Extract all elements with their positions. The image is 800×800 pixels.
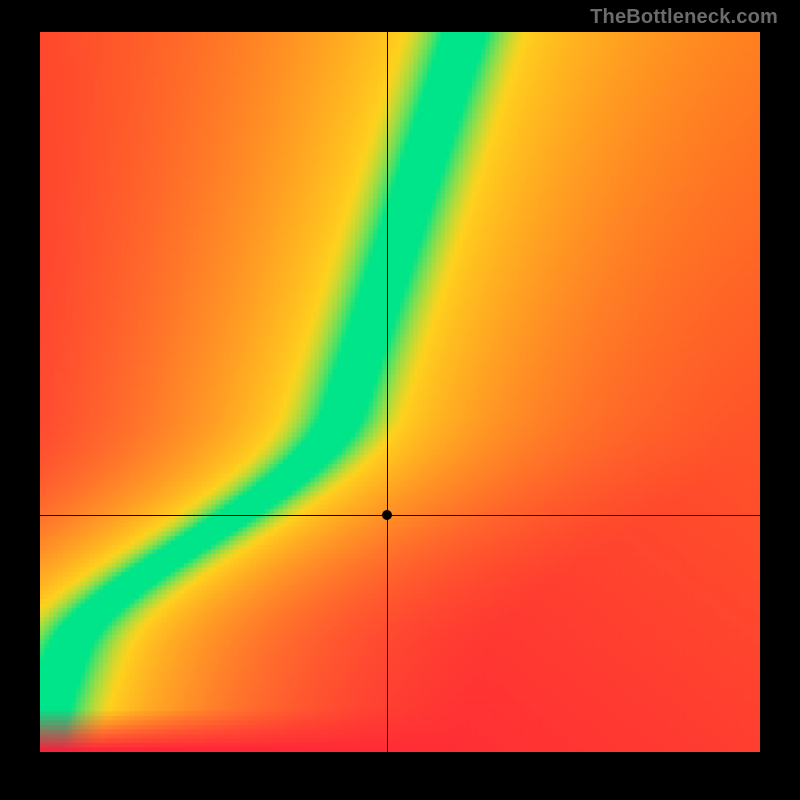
heatmap-canvas: [40, 32, 760, 752]
crosshair-vertical: [387, 32, 388, 752]
plot-frame: [40, 32, 760, 752]
crosshair-horizontal: [40, 515, 760, 516]
crosshair-marker[interactable]: [382, 510, 392, 520]
watermark-text: TheBottleneck.com: [590, 6, 778, 29]
chart-container: TheBottleneck.com: [0, 0, 800, 800]
